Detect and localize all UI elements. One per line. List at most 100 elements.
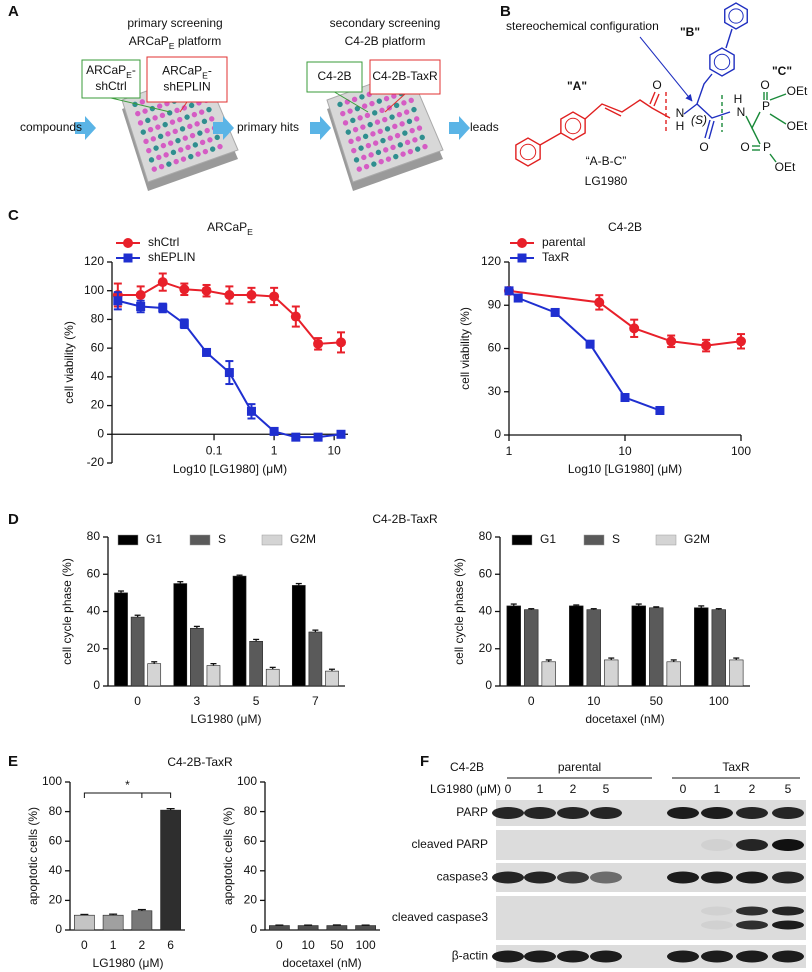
- legend-label: S: [612, 532, 620, 546]
- bar: [297, 925, 319, 931]
- atom: OEt: [787, 84, 808, 98]
- well: [185, 144, 191, 151]
- blot-band: [772, 950, 804, 963]
- well: [372, 110, 378, 116]
- x-tick-label: 2: [139, 938, 146, 952]
- well: [157, 133, 164, 140]
- blot-band: [701, 871, 733, 884]
- well: [387, 135, 393, 141]
- well: [198, 109, 205, 115]
- well: [354, 105, 361, 112]
- bond: [653, 93, 660, 107]
- well: [209, 116, 215, 122]
- bar: [173, 583, 188, 687]
- marker: [701, 340, 712, 351]
- y-tick-label: 20: [87, 641, 101, 655]
- ring: [709, 47, 735, 77]
- x-tick-label: 10: [301, 938, 315, 952]
- x-tick-label: 5: [253, 694, 260, 708]
- bond: [769, 153, 777, 163]
- blot-dose: 2: [570, 782, 577, 796]
- marker: [629, 323, 640, 334]
- well: [150, 136, 157, 142]
- x-tick-label: 0.1: [206, 443, 223, 457]
- y-tick-label: 60: [87, 566, 101, 580]
- box-text-part: ARCaP: [86, 63, 126, 77]
- well: [153, 145, 159, 151]
- bond: [539, 132, 562, 146]
- well: [368, 152, 374, 158]
- compound-scheme: “A-B-C”: [586, 154, 627, 168]
- blot-band: [736, 906, 768, 916]
- blot-band: [701, 950, 733, 963]
- blot-band: [772, 871, 804, 884]
- x-tick-label: 1: [110, 938, 117, 952]
- blot-band: [492, 807, 524, 819]
- y-tick-label: 0: [55, 922, 62, 936]
- bar: [131, 910, 153, 931]
- blot-band: [701, 807, 733, 819]
- well: [169, 119, 176, 125]
- chart-title-part: E: [247, 227, 253, 237]
- bar: [291, 585, 306, 687]
- label-box: [146, 56, 228, 103]
- atom: O: [652, 78, 661, 92]
- blot-row-label: PARP: [456, 805, 488, 819]
- y-tick-label: 0: [485, 678, 492, 692]
- well: [383, 95, 390, 102]
- y-axis-label: apoptotic cells (%): [26, 807, 40, 905]
- y-tick-label: 40: [49, 863, 63, 877]
- atom: P: [763, 140, 771, 154]
- y-tick-label: 80: [49, 804, 63, 818]
- well: [357, 115, 363, 121]
- compound-name: LG1980: [585, 174, 628, 188]
- stereo-arrow: [639, 36, 693, 102]
- well: [376, 98, 382, 104]
- pointer: [384, 93, 406, 113]
- atom: P: [762, 99, 770, 113]
- bar: [604, 659, 619, 687]
- blot-strip: [496, 896, 806, 940]
- blot-cell-line: C4-2B: [450, 760, 484, 774]
- well: [369, 100, 375, 107]
- blot-dose: 0: [680, 782, 687, 796]
- well: [182, 135, 188, 141]
- legend-label: shCtrl: [148, 235, 179, 249]
- box-text-part: E: [126, 70, 132, 80]
- y-tick-label: 0: [93, 678, 100, 692]
- bond: [708, 120, 715, 140]
- marker: [585, 339, 595, 349]
- well: [199, 139, 206, 146]
- well: [340, 110, 346, 117]
- well: [148, 157, 155, 163]
- box-text: ARCaPE-: [86, 63, 136, 80]
- well: [146, 147, 152, 154]
- well: [365, 142, 372, 149]
- bar: [569, 605, 584, 687]
- y-tick-label: 80: [479, 529, 493, 543]
- label-box: [369, 59, 441, 95]
- well: [197, 130, 203, 136]
- y-tick-label: 40: [91, 369, 105, 383]
- marker: [736, 336, 746, 347]
- bar: [586, 609, 601, 687]
- legend-marker: [517, 253, 527, 263]
- chart-title: C4-2B: [608, 220, 642, 234]
- panel-label: F: [420, 753, 429, 770]
- bar: [666, 661, 681, 687]
- well: [156, 103, 163, 109]
- blot-band: [701, 920, 733, 930]
- bond: [683, 73, 713, 115]
- legend-swatch: [583, 534, 605, 546]
- well: [217, 143, 223, 150]
- blot-band: [492, 871, 524, 884]
- well: [192, 142, 199, 148]
- stage-platform-part: ARCaP: [129, 34, 169, 48]
- atom: O: [760, 78, 769, 92]
- atom: N: [737, 105, 746, 119]
- panel-label: D: [8, 511, 19, 528]
- blot-band: [772, 839, 804, 851]
- well: [140, 129, 146, 135]
- well: [396, 111, 403, 118]
